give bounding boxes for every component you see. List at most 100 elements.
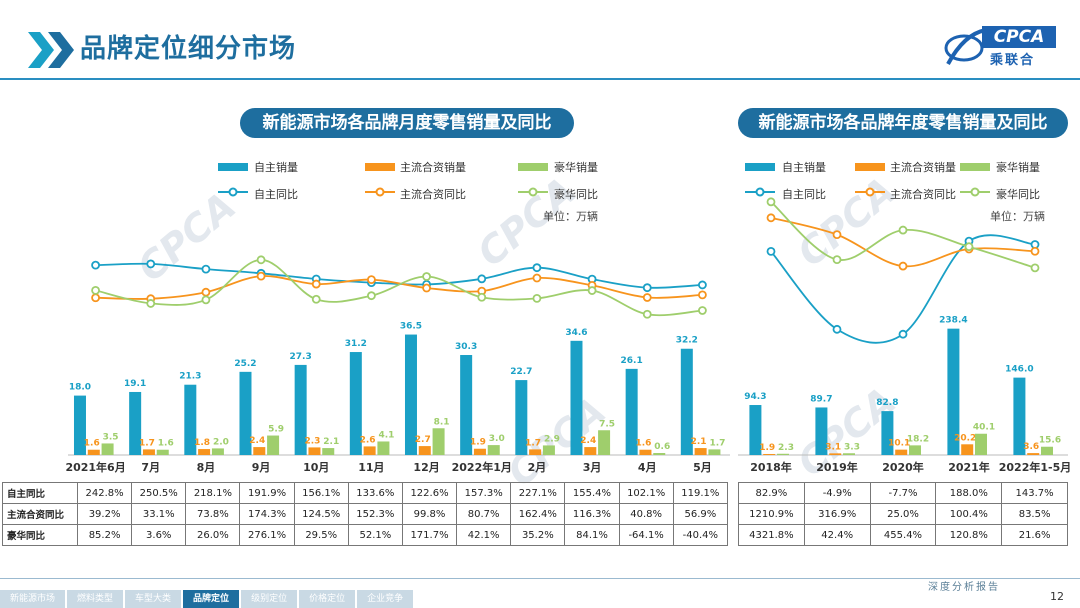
legend-label-luxury-bar: 豪华销量 bbox=[554, 161, 598, 174]
legend-label-domestic-bar: 自主销量 bbox=[254, 161, 298, 174]
data-label-domestic-7: 36.5 bbox=[400, 322, 422, 332]
footer-nav-item[interactable]: 燃料类型 bbox=[67, 590, 124, 608]
table-cell: -4.9% bbox=[803, 482, 871, 504]
table-cell: -7.7% bbox=[869, 482, 937, 504]
point-jv-3 bbox=[898, 261, 908, 271]
table-cell: 3.6% bbox=[131, 524, 187, 546]
legend-label-domestic-line: 自主同比 bbox=[782, 188, 826, 201]
table-cell: 80.7% bbox=[456, 503, 512, 525]
table-row-label: 主流合资同比 bbox=[2, 503, 78, 525]
table-cell: 155.4% bbox=[564, 482, 620, 504]
table-cell: 455.4% bbox=[869, 524, 937, 546]
table-cell: 83.5% bbox=[1001, 503, 1068, 525]
point-luxury-1 bbox=[91, 285, 100, 295]
data-label-luxury-2: 1.6 bbox=[158, 439, 174, 449]
table-cell: 250.5% bbox=[131, 482, 187, 504]
legend-swatch-jv-bar bbox=[855, 163, 885, 171]
x-tick-label-5: 2022年1-5月 bbox=[999, 460, 1072, 474]
bar-jv-11 bbox=[639, 449, 652, 455]
point-luxury-12 bbox=[698, 306, 707, 315]
table-cell: 84.1% bbox=[564, 524, 620, 546]
footer-nav-item[interactable]: 新能源市场 bbox=[0, 590, 66, 608]
annual-yoy-table: 82.9% -4.9% -7.7% 188.0% 143.7% 1210.9% 316.9%… bbox=[738, 482, 1068, 546]
point-luxury-6 bbox=[367, 291, 376, 301]
point-domestic-12 bbox=[698, 280, 707, 290]
data-label-domestic-5: 146.0 bbox=[1005, 365, 1033, 375]
bar-domestic-2 bbox=[815, 407, 828, 455]
bar-domestic-4 bbox=[239, 371, 252, 455]
data-label-luxury-3: 18.2 bbox=[907, 434, 929, 444]
legend-label-domestic-line: 自主同比 bbox=[254, 188, 298, 201]
point-luxury-5 bbox=[1030, 263, 1040, 273]
data-label-jv-1: 1.9 bbox=[759, 443, 775, 453]
bar-domestic-3 bbox=[184, 384, 197, 455]
data-label-luxury-5: 2.1 bbox=[323, 437, 339, 447]
footer-nav: 新能源市场 燃料类型 车型大类 品牌定位 级别定位 价格定位 企业竞争 bbox=[0, 590, 415, 608]
footer-nav-item[interactable]: 级别定位 bbox=[241, 590, 298, 608]
legend-label-jv-bar: 主流合资销量 bbox=[890, 161, 956, 174]
bar-domestic-1 bbox=[749, 405, 762, 455]
monthly-chart-title: 新能源市场各品牌月度零售销量及同比 bbox=[240, 108, 574, 138]
data-label-luxury-1: 3.5 bbox=[103, 432, 119, 442]
point-jv-5 bbox=[311, 279, 321, 289]
table-cell: 116.3% bbox=[564, 503, 620, 525]
footer-nav-item[interactable]: 价格定位 bbox=[299, 590, 356, 608]
bar-jv-1 bbox=[87, 449, 100, 455]
page-title: 品牌定位细分市场 bbox=[80, 34, 297, 64]
footer-report-label: 深度分析报告 bbox=[928, 582, 1000, 593]
table-cell: 316.9% bbox=[803, 503, 871, 525]
bar-jv-4 bbox=[961, 444, 974, 455]
table-cell: 42.4% bbox=[803, 524, 871, 546]
data-label-domestic-1: 94.3 bbox=[744, 392, 766, 402]
legend-swatch-luxury-bar bbox=[960, 163, 990, 171]
bar-jv-10 bbox=[584, 447, 597, 455]
bar-jv-5 bbox=[1027, 453, 1040, 455]
line-jv bbox=[95, 275, 703, 300]
data-label-jv-6: 2.6 bbox=[360, 435, 376, 445]
legend-label-luxury-line: 豪华同比 bbox=[996, 188, 1040, 201]
x-tick-label-6: 11月 bbox=[358, 461, 384, 474]
x-tick-label-7: 12月 bbox=[413, 461, 439, 474]
point-luxury-2 bbox=[146, 299, 156, 308]
table-cell: 52.1% bbox=[347, 524, 403, 546]
footer-nav-item[interactable]: 品牌定位 bbox=[183, 590, 240, 608]
data-label-jv-12: 2.1 bbox=[691, 437, 707, 447]
bar-luxury-1 bbox=[777, 453, 789, 455]
point-domestic-8 bbox=[477, 274, 487, 284]
point-jv-9 bbox=[532, 273, 542, 283]
table-cell: 26.0% bbox=[185, 524, 241, 546]
table-cell: 276.1% bbox=[239, 524, 295, 546]
data-label-domestic-12: 32.2 bbox=[676, 336, 698, 346]
bar-luxury-12 bbox=[708, 449, 721, 455]
point-domestic-9 bbox=[532, 263, 542, 273]
footer-nav-item[interactable]: 车型大类 bbox=[125, 590, 182, 608]
table-cell: 156.1% bbox=[293, 482, 349, 504]
bar-domestic-8 bbox=[460, 355, 473, 455]
footer-nav-item[interactable]: 企业竞争 bbox=[357, 590, 414, 608]
table-cell: 218.1% bbox=[185, 482, 241, 504]
data-label-jv-8: 1.9 bbox=[470, 438, 486, 448]
bar-luxury-3 bbox=[909, 445, 921, 455]
bar-luxury-8 bbox=[487, 445, 500, 455]
table-cell: 122.6% bbox=[401, 482, 458, 504]
bar-domestic-12 bbox=[680, 348, 693, 455]
bar-jv-2 bbox=[142, 449, 155, 455]
bar-luxury-4 bbox=[975, 433, 987, 455]
bar-jv-6 bbox=[363, 446, 376, 455]
table-cell: -40.4% bbox=[672, 524, 729, 546]
table-cell: 40.8% bbox=[618, 503, 674, 525]
data-label-jv-10: 2.4 bbox=[580, 436, 596, 446]
data-label-domestic-2: 19.1 bbox=[124, 379, 146, 389]
bar-luxury-3 bbox=[211, 448, 224, 455]
point-luxury-2 bbox=[832, 255, 842, 265]
table-cell: 25.0% bbox=[869, 503, 937, 525]
bar-domestic-9 bbox=[515, 380, 528, 455]
footer-rule bbox=[0, 578, 1080, 579]
bar-domestic-5 bbox=[1013, 377, 1026, 455]
table-row: 自主同比 242.8% 250.5% 218.1% 191.9% 156.1% 133.6%… bbox=[2, 482, 729, 504]
bar-jv-9 bbox=[529, 449, 542, 455]
data-label-domestic-10: 34.6 bbox=[565, 328, 587, 338]
data-label-domestic-1: 18.0 bbox=[69, 383, 91, 393]
bar-jv-3 bbox=[895, 449, 908, 455]
